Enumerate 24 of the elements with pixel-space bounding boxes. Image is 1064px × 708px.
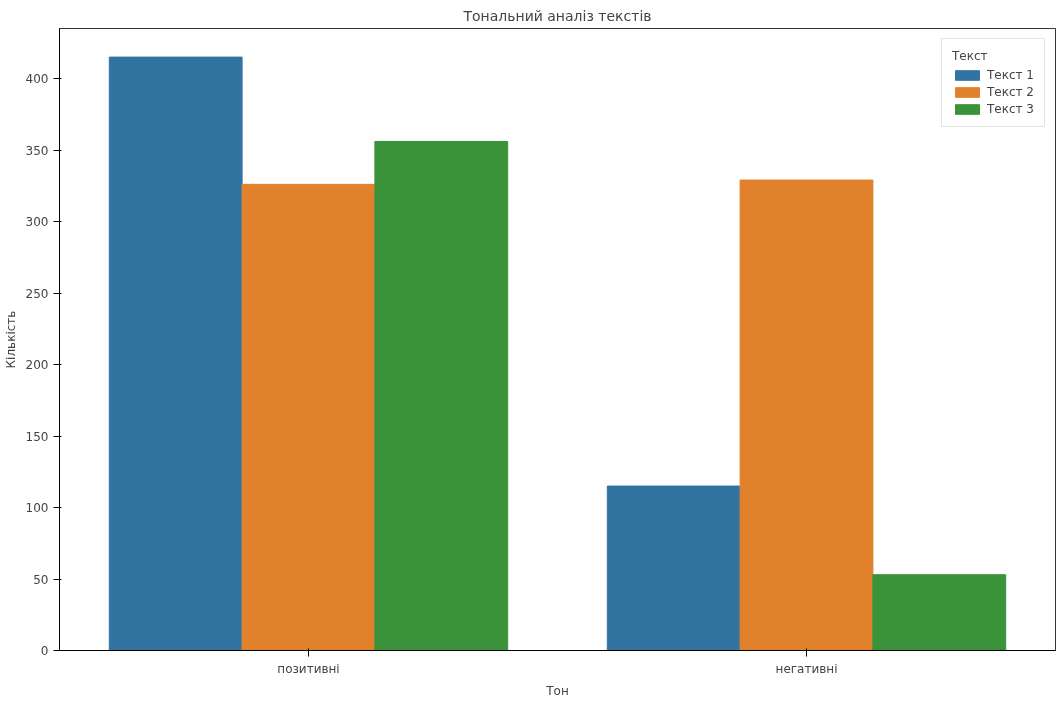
- bar: [374, 140, 509, 651]
- y-tick-label: 300: [25, 215, 49, 230]
- y-tick-label: 50: [33, 572, 49, 587]
- legend-label: Текст 1: [987, 68, 1034, 82]
- y-tick-label: 150: [25, 429, 49, 444]
- x-tick-label: позитивні: [277, 661, 340, 676]
- y-tick-label: 250: [25, 286, 49, 301]
- chart-title: Тональний аналіз текстів: [462, 7, 652, 24]
- bar: [872, 574, 1007, 651]
- bar: [241, 183, 376, 651]
- x-axis-title: Тон: [545, 683, 569, 698]
- bar: [739, 179, 874, 651]
- bar: [606, 485, 741, 651]
- bar: [108, 56, 243, 651]
- legend-label: Текст 2: [987, 85, 1034, 99]
- y-tick-label: 200: [25, 358, 49, 373]
- legend-label: Текст 3: [987, 102, 1034, 116]
- x-tick-label: негативні: [775, 661, 838, 676]
- y-axis-title: Кількість: [3, 310, 18, 369]
- y-tick-label: 100: [25, 501, 49, 516]
- legend-title: Текст: [952, 49, 989, 63]
- y-tick-label: 350: [25, 143, 49, 158]
- y-tick-label: 400: [25, 72, 49, 87]
- y-tick-label: 0: [40, 644, 49, 658]
